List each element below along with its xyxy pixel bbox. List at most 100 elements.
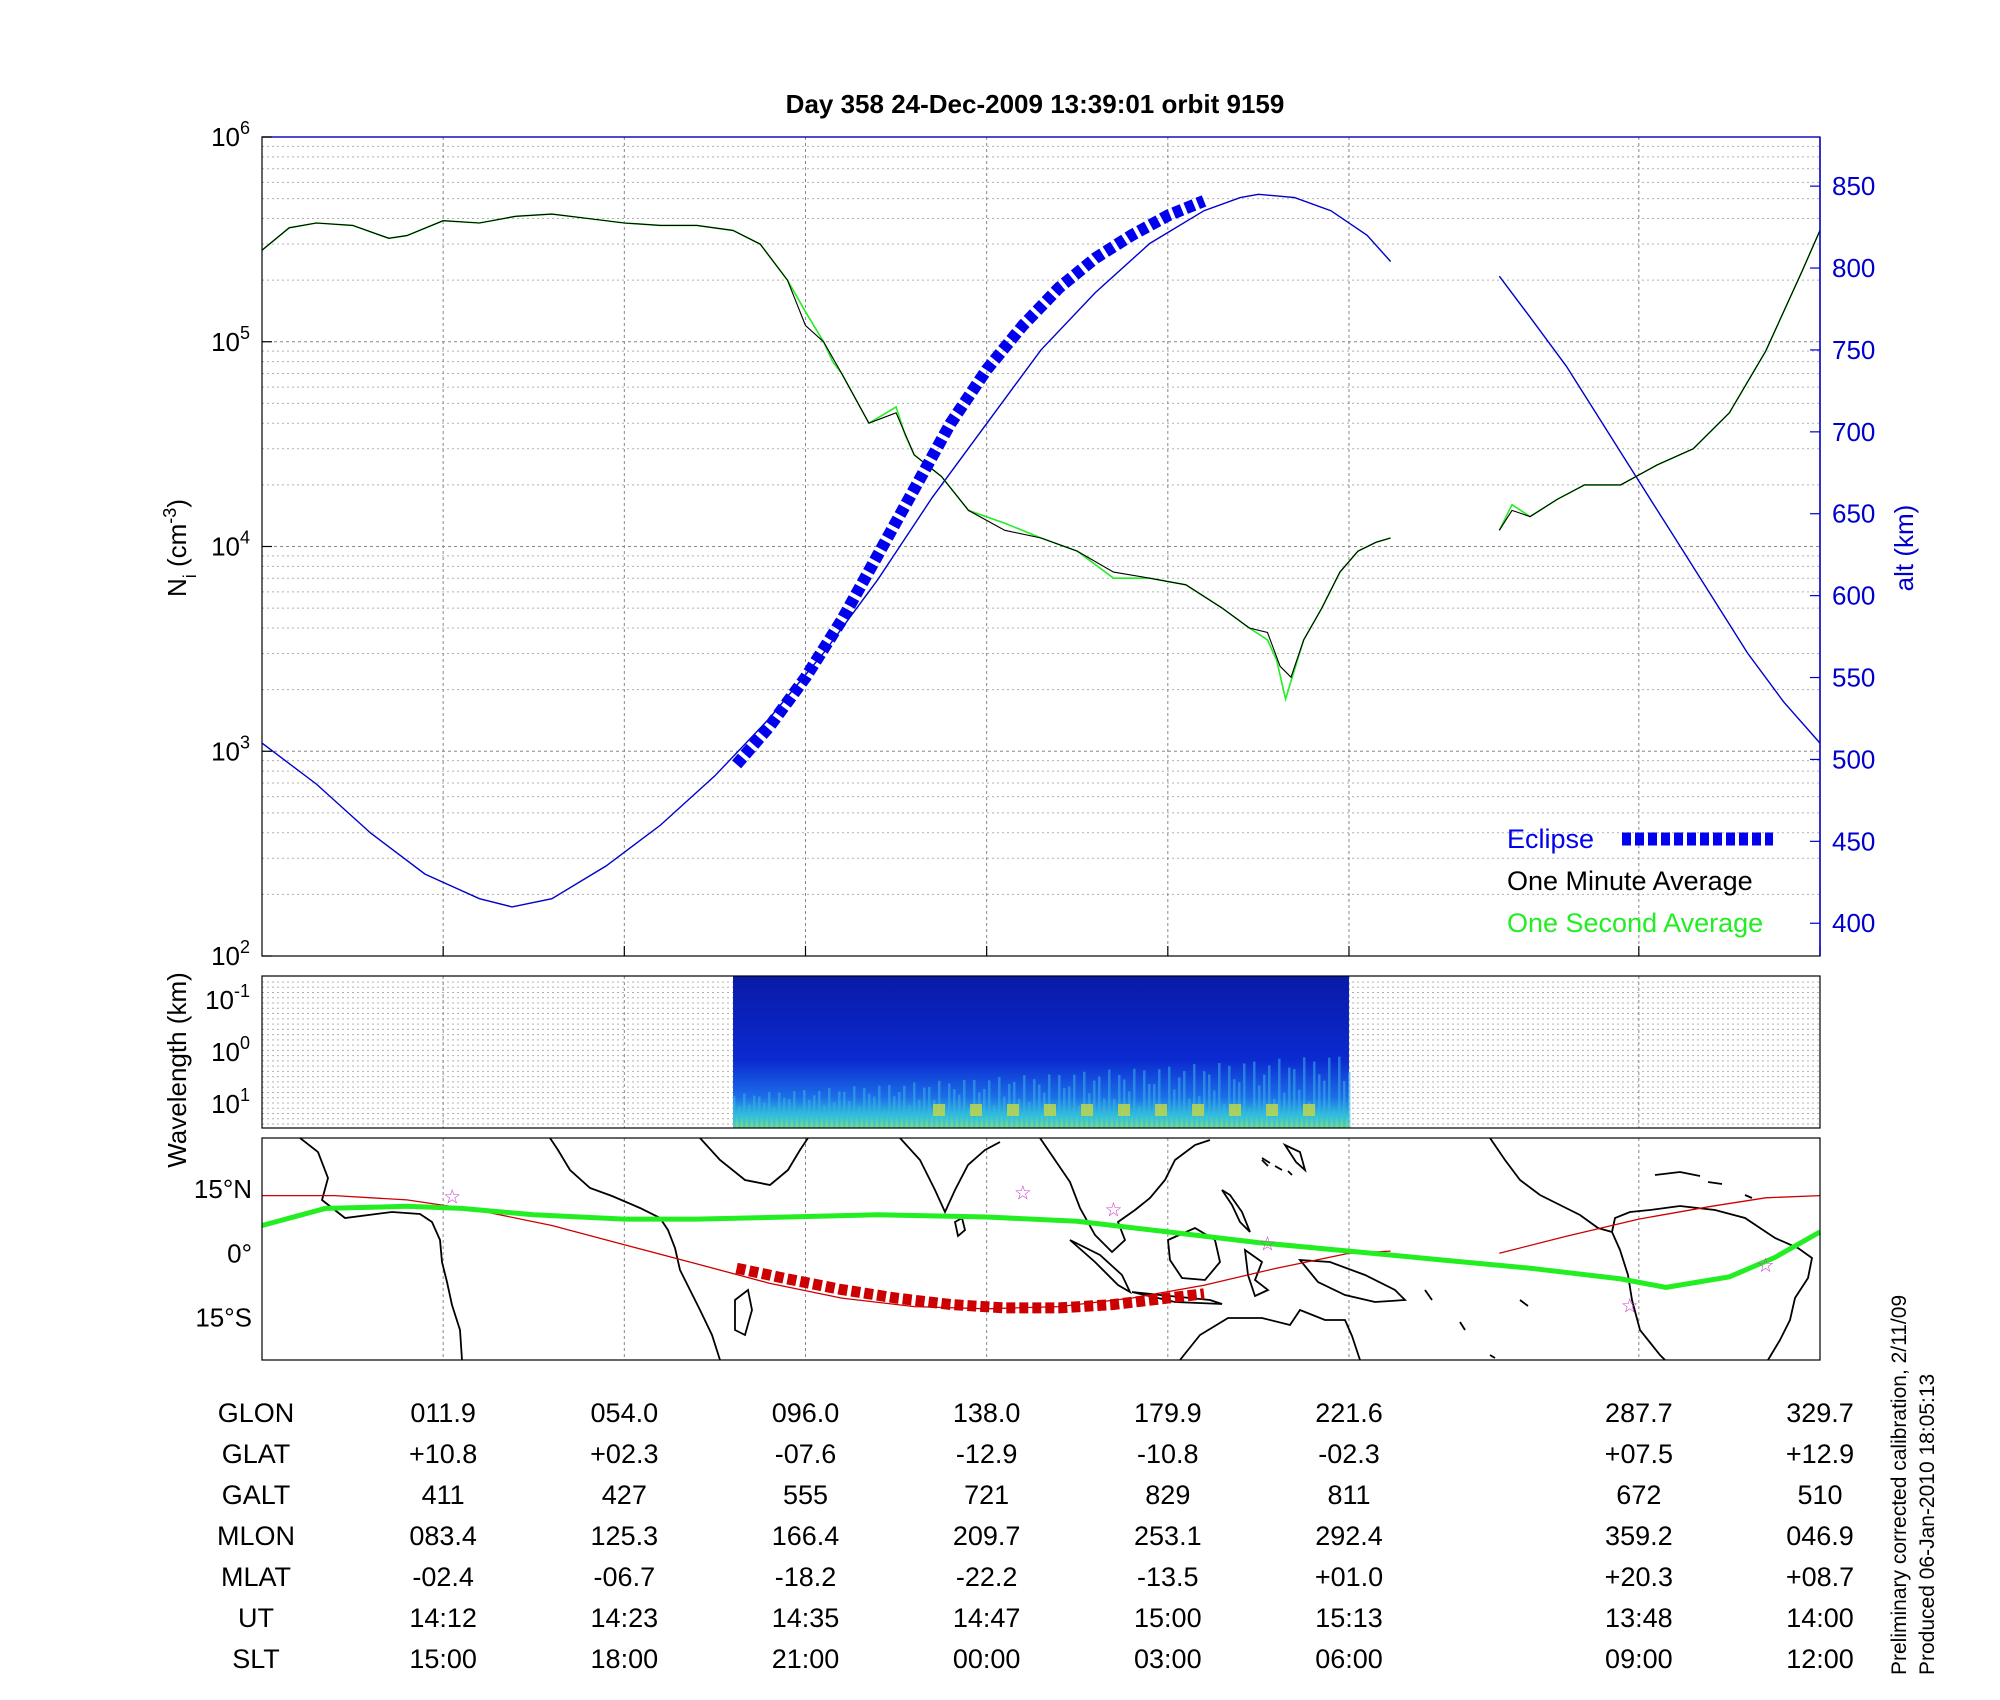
density-label-sub: i	[180, 574, 200, 578]
spectrogram-streak	[1098, 1076, 1101, 1128]
coastline-sumatra	[1069, 1239, 1133, 1295]
spectrogram-streak	[808, 1099, 811, 1128]
density-tick-label: 103	[211, 732, 250, 766]
spectrogram-streak	[758, 1096, 761, 1128]
coastline-caribbean	[1654, 1171, 1753, 1199]
table-cell: 555	[783, 1480, 828, 1510]
legend-second-label: One Second Average	[1507, 908, 1763, 938]
spectrogram-streak	[898, 1091, 901, 1128]
table-cell: 209.7	[953, 1521, 1021, 1551]
altitude-tick-label: 550	[1832, 663, 1875, 693]
spectrogram-streak	[913, 1082, 916, 1128]
spectrogram-streak	[868, 1093, 871, 1128]
density-tick-exponent: 6	[240, 118, 250, 138]
table-row-label: MLAT	[221, 1562, 291, 1592]
table-cell: 14:00	[1786, 1603, 1854, 1633]
spectrogram-streak	[973, 1079, 976, 1128]
ground-track-line	[1499, 1194, 1821, 1254]
legend-eclipse-label: Eclipse	[1507, 824, 1594, 854]
wavelength-tick-label: 100	[211, 1033, 250, 1067]
wavelength-frame	[261, 975, 1821, 1129]
spectrogram-hotspot	[933, 1104, 946, 1116]
spectrogram-streak	[843, 1091, 846, 1128]
coastline-arabia	[699, 1137, 809, 1186]
spectrogram-streak	[1338, 1056, 1341, 1128]
coastline-africa	[299, 1137, 463, 1361]
coastlines	[299, 1137, 1813, 1361]
density-label-main: N	[162, 578, 192, 597]
table-cell: -18.2	[775, 1562, 837, 1592]
coastline-india	[899, 1137, 1001, 1215]
table-cell: 00:00	[953, 1644, 1021, 1674]
spectrogram-hotspot	[1303, 1104, 1316, 1116]
spectrogram-streak	[1298, 1089, 1301, 1128]
altitude-ticks: 400 450 500 550 600 650 700 750 800 850	[1810, 171, 1875, 938]
spectrogram-streak	[1103, 1098, 1106, 1128]
spectrogram-streak	[1283, 1092, 1286, 1128]
spectrogram-streak	[923, 1087, 926, 1128]
coastline-pacific-islands	[1261, 1159, 1529, 1359]
map-lat-ticks: 15°N 0° 15°S	[194, 1174, 252, 1332]
density-axis-label: Ni (cm-3)	[160, 499, 200, 597]
density-tick-label: 102	[211, 937, 250, 971]
spectrogram-streak	[1333, 1109, 1336, 1128]
altitude-tick-label: 650	[1832, 499, 1875, 529]
station-star-marker: ☆	[1104, 1197, 1122, 1221]
altitude-axis-label: alt (km)	[1889, 505, 1919, 592]
spectrogram-streak	[858, 1105, 861, 1128]
spectrogram-streak	[798, 1109, 801, 1128]
spectrogram-streak	[1258, 1085, 1261, 1128]
station-star-marker: ☆	[1757, 1253, 1775, 1277]
spectrogram-streak	[963, 1080, 966, 1128]
density-tick-exponent: 4	[240, 528, 250, 548]
coastline-south-america	[1611, 1205, 1813, 1361]
spectrogram-streak	[1303, 1057, 1306, 1128]
dip-equator-line	[261, 1203, 1822, 1290]
spectrogram-streak	[888, 1084, 891, 1128]
spectrogram-streak	[948, 1083, 951, 1128]
table-cell: +01.0	[1315, 1562, 1383, 1592]
spectrogram-streak	[788, 1098, 791, 1128]
table-cell: 672	[1616, 1480, 1661, 1510]
coastline-australia	[1179, 1308, 1361, 1361]
eclipse-track-line	[735, 1262, 1205, 1314]
spectrogram-streak	[1163, 1106, 1166, 1128]
station-star-marker: ☆	[1014, 1180, 1032, 1204]
spectrogram-streak	[1118, 1075, 1121, 1128]
spectrogram-streak	[773, 1107, 776, 1128]
spectrogram-streak	[1348, 1072, 1351, 1128]
table-cell: 14:47	[953, 1603, 1021, 1633]
map-series: ☆ ☆ ☆ ☆ ☆ ☆	[261, 1180, 1822, 1318]
table-cell: 09:00	[1605, 1644, 1673, 1674]
spectrogram-streak	[1033, 1079, 1036, 1128]
spectrogram-streak	[1063, 1088, 1066, 1128]
table-cell: 829	[1145, 1480, 1190, 1510]
spectrogram-streak	[1113, 1099, 1116, 1128]
spectrogram-streak	[993, 1105, 996, 1128]
table-row-label: MLON	[217, 1521, 295, 1551]
spectrogram-streak	[1018, 1099, 1021, 1128]
altitude-line	[261, 193, 1392, 908]
altitude-line	[1498, 275, 1821, 744]
altitude-tick-label: 500	[1832, 744, 1875, 774]
spectrogram-streak	[823, 1105, 826, 1128]
spectrogram-hotspot	[1266, 1104, 1279, 1116]
spectrogram-streak	[1023, 1075, 1026, 1128]
spectrogram-streak	[1083, 1071, 1086, 1128]
spectrogram-streak	[863, 1087, 866, 1128]
wavelength-tick-exponent: 0	[240, 1033, 250, 1053]
table-cell: 359.2	[1605, 1521, 1673, 1551]
spectrogram-streak	[1078, 1105, 1081, 1128]
spectrogram-streak	[1123, 1079, 1126, 1128]
spectrogram-streak	[848, 1101, 851, 1128]
spectrogram-streak	[828, 1087, 831, 1128]
map-lat-tick-label: 0°	[227, 1238, 252, 1268]
coastline-borneo	[1167, 1226, 1221, 1281]
spectrogram-streak	[1068, 1086, 1071, 1128]
spectrogram-streak	[1268, 1065, 1271, 1128]
table-cell: 011.9	[410, 1398, 476, 1428]
spectrogram-streak	[1248, 1107, 1251, 1128]
spectrogram-streak	[768, 1091, 771, 1128]
